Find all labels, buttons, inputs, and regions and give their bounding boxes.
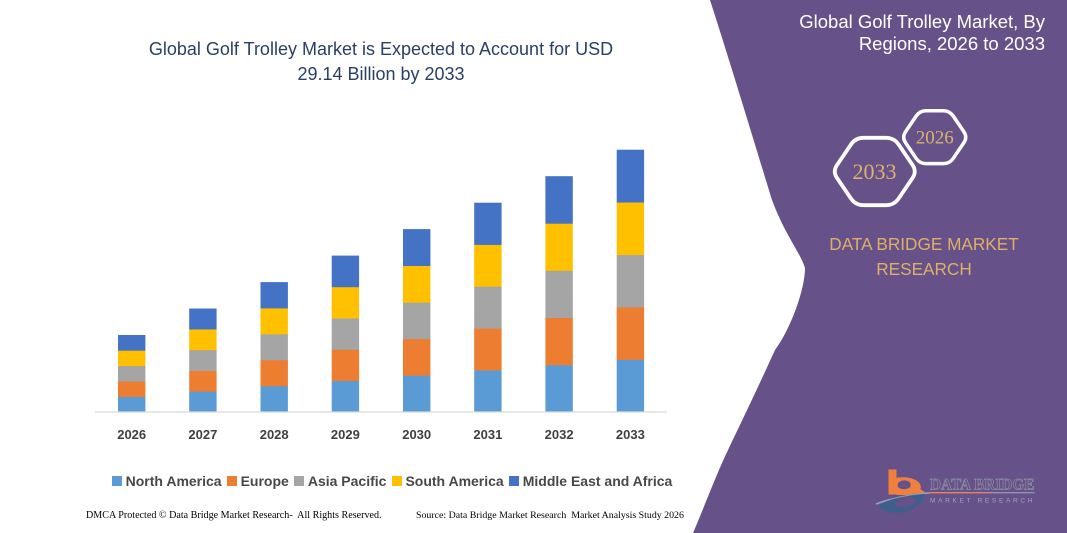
- svg-text:2033: 2033: [853, 159, 897, 184]
- svg-text:DATA BRIDGE: DATA BRIDGE: [930, 476, 1035, 493]
- svg-text:2026: 2026: [916, 128, 954, 149]
- svg-text:MARKET RESEARCH: MARKET RESEARCH: [930, 497, 1035, 504]
